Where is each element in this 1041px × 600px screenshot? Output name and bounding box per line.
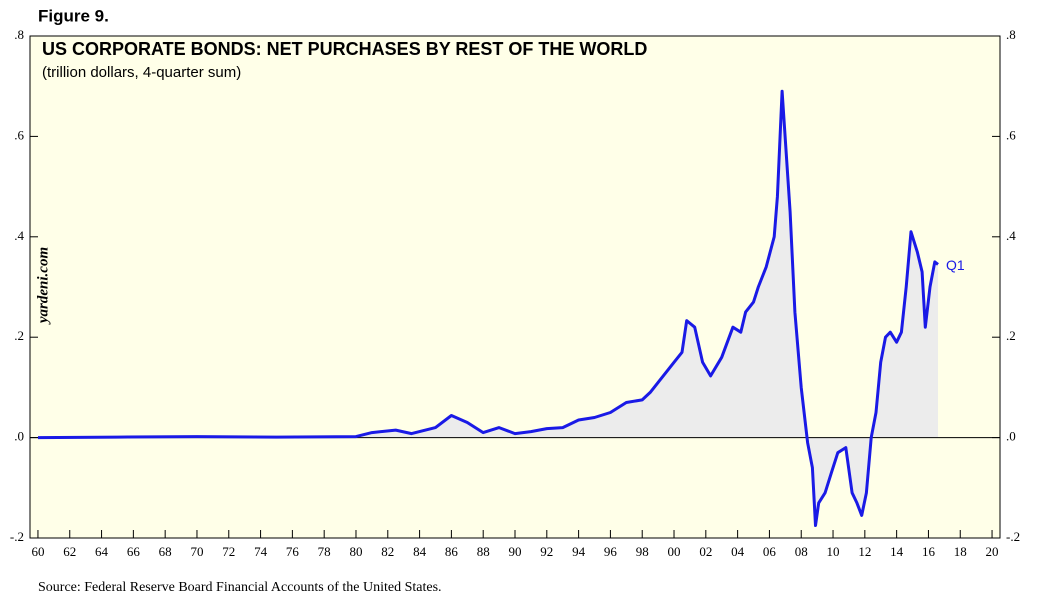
x-tick-label: 70 — [190, 544, 203, 559]
x-tick-label: 80 — [349, 544, 362, 559]
x-tick-label: 04 — [731, 544, 745, 559]
x-tick-label: 16 — [922, 544, 936, 559]
y-tick-label: -.2 — [1006, 529, 1020, 544]
x-tick-label: 76 — [286, 544, 300, 559]
x-tick-label: 74 — [254, 544, 268, 559]
y-tick-label: -.2 — [10, 529, 24, 544]
x-tick-label: 84 — [413, 544, 427, 559]
y-tick-label: .0 — [14, 429, 24, 444]
x-tick-label: 14 — [890, 544, 904, 559]
x-tick-label: 78 — [318, 544, 331, 559]
x-tick-label: 86 — [445, 544, 459, 559]
line — [37, 89, 939, 527]
y-tick-label: .0 — [1006, 429, 1016, 444]
x-tick-label: 92 — [540, 544, 553, 559]
x-tick-label: 64 — [95, 544, 109, 559]
x-tick-label: 90 — [509, 544, 522, 559]
y-tick-label: .4 — [14, 228, 24, 243]
x-tick-label: 02 — [699, 544, 712, 559]
y-tick-label: .2 — [1006, 328, 1016, 343]
x-tick-label: 06 — [763, 544, 777, 559]
annotation: Q1 — [946, 257, 965, 273]
y-tick-label: .6 — [1006, 127, 1016, 142]
x-tick-label: 82 — [381, 544, 394, 559]
source-note: Source: Federal Reserve Board Financial … — [38, 580, 442, 595]
y-tick-label: .4 — [1006, 228, 1016, 243]
x-tick-label: 10 — [827, 544, 840, 559]
x-tick-label: 68 — [159, 544, 172, 559]
y-tick-label: .6 — [14, 127, 24, 142]
x-tick-label: 62 — [63, 544, 76, 559]
watermark: yardeni.com — [35, 247, 51, 325]
x-tick-label: 60 — [31, 544, 44, 559]
chart-subtitle: (trillion dollars, 4-quarter sum) — [42, 64, 241, 81]
x-tick-label: 12 — [858, 544, 871, 559]
x-tick-label: 94 — [572, 544, 586, 559]
x-tick-label: 20 — [986, 544, 999, 559]
x-tick-label: 00 — [668, 544, 681, 559]
x-tick-label: 72 — [222, 544, 235, 559]
y-tick-label: .8 — [1006, 27, 1016, 42]
y-tick-label: .8 — [14, 27, 24, 42]
x-tick-label: 88 — [477, 544, 490, 559]
chart-title: US CORPORATE BONDS: NET PURCHASES BY RES… — [42, 39, 647, 59]
x-tick-label: 66 — [127, 544, 141, 559]
y-tick-label: .2 — [14, 328, 24, 343]
x-tick-label: 96 — [604, 544, 618, 559]
x-tick-label: 18 — [954, 544, 967, 559]
figure-label: Figure 9. — [38, 6, 109, 25]
area — [38, 91, 938, 526]
x-tick-label: 08 — [795, 544, 808, 559]
x-tick-label: 98 — [636, 544, 649, 559]
